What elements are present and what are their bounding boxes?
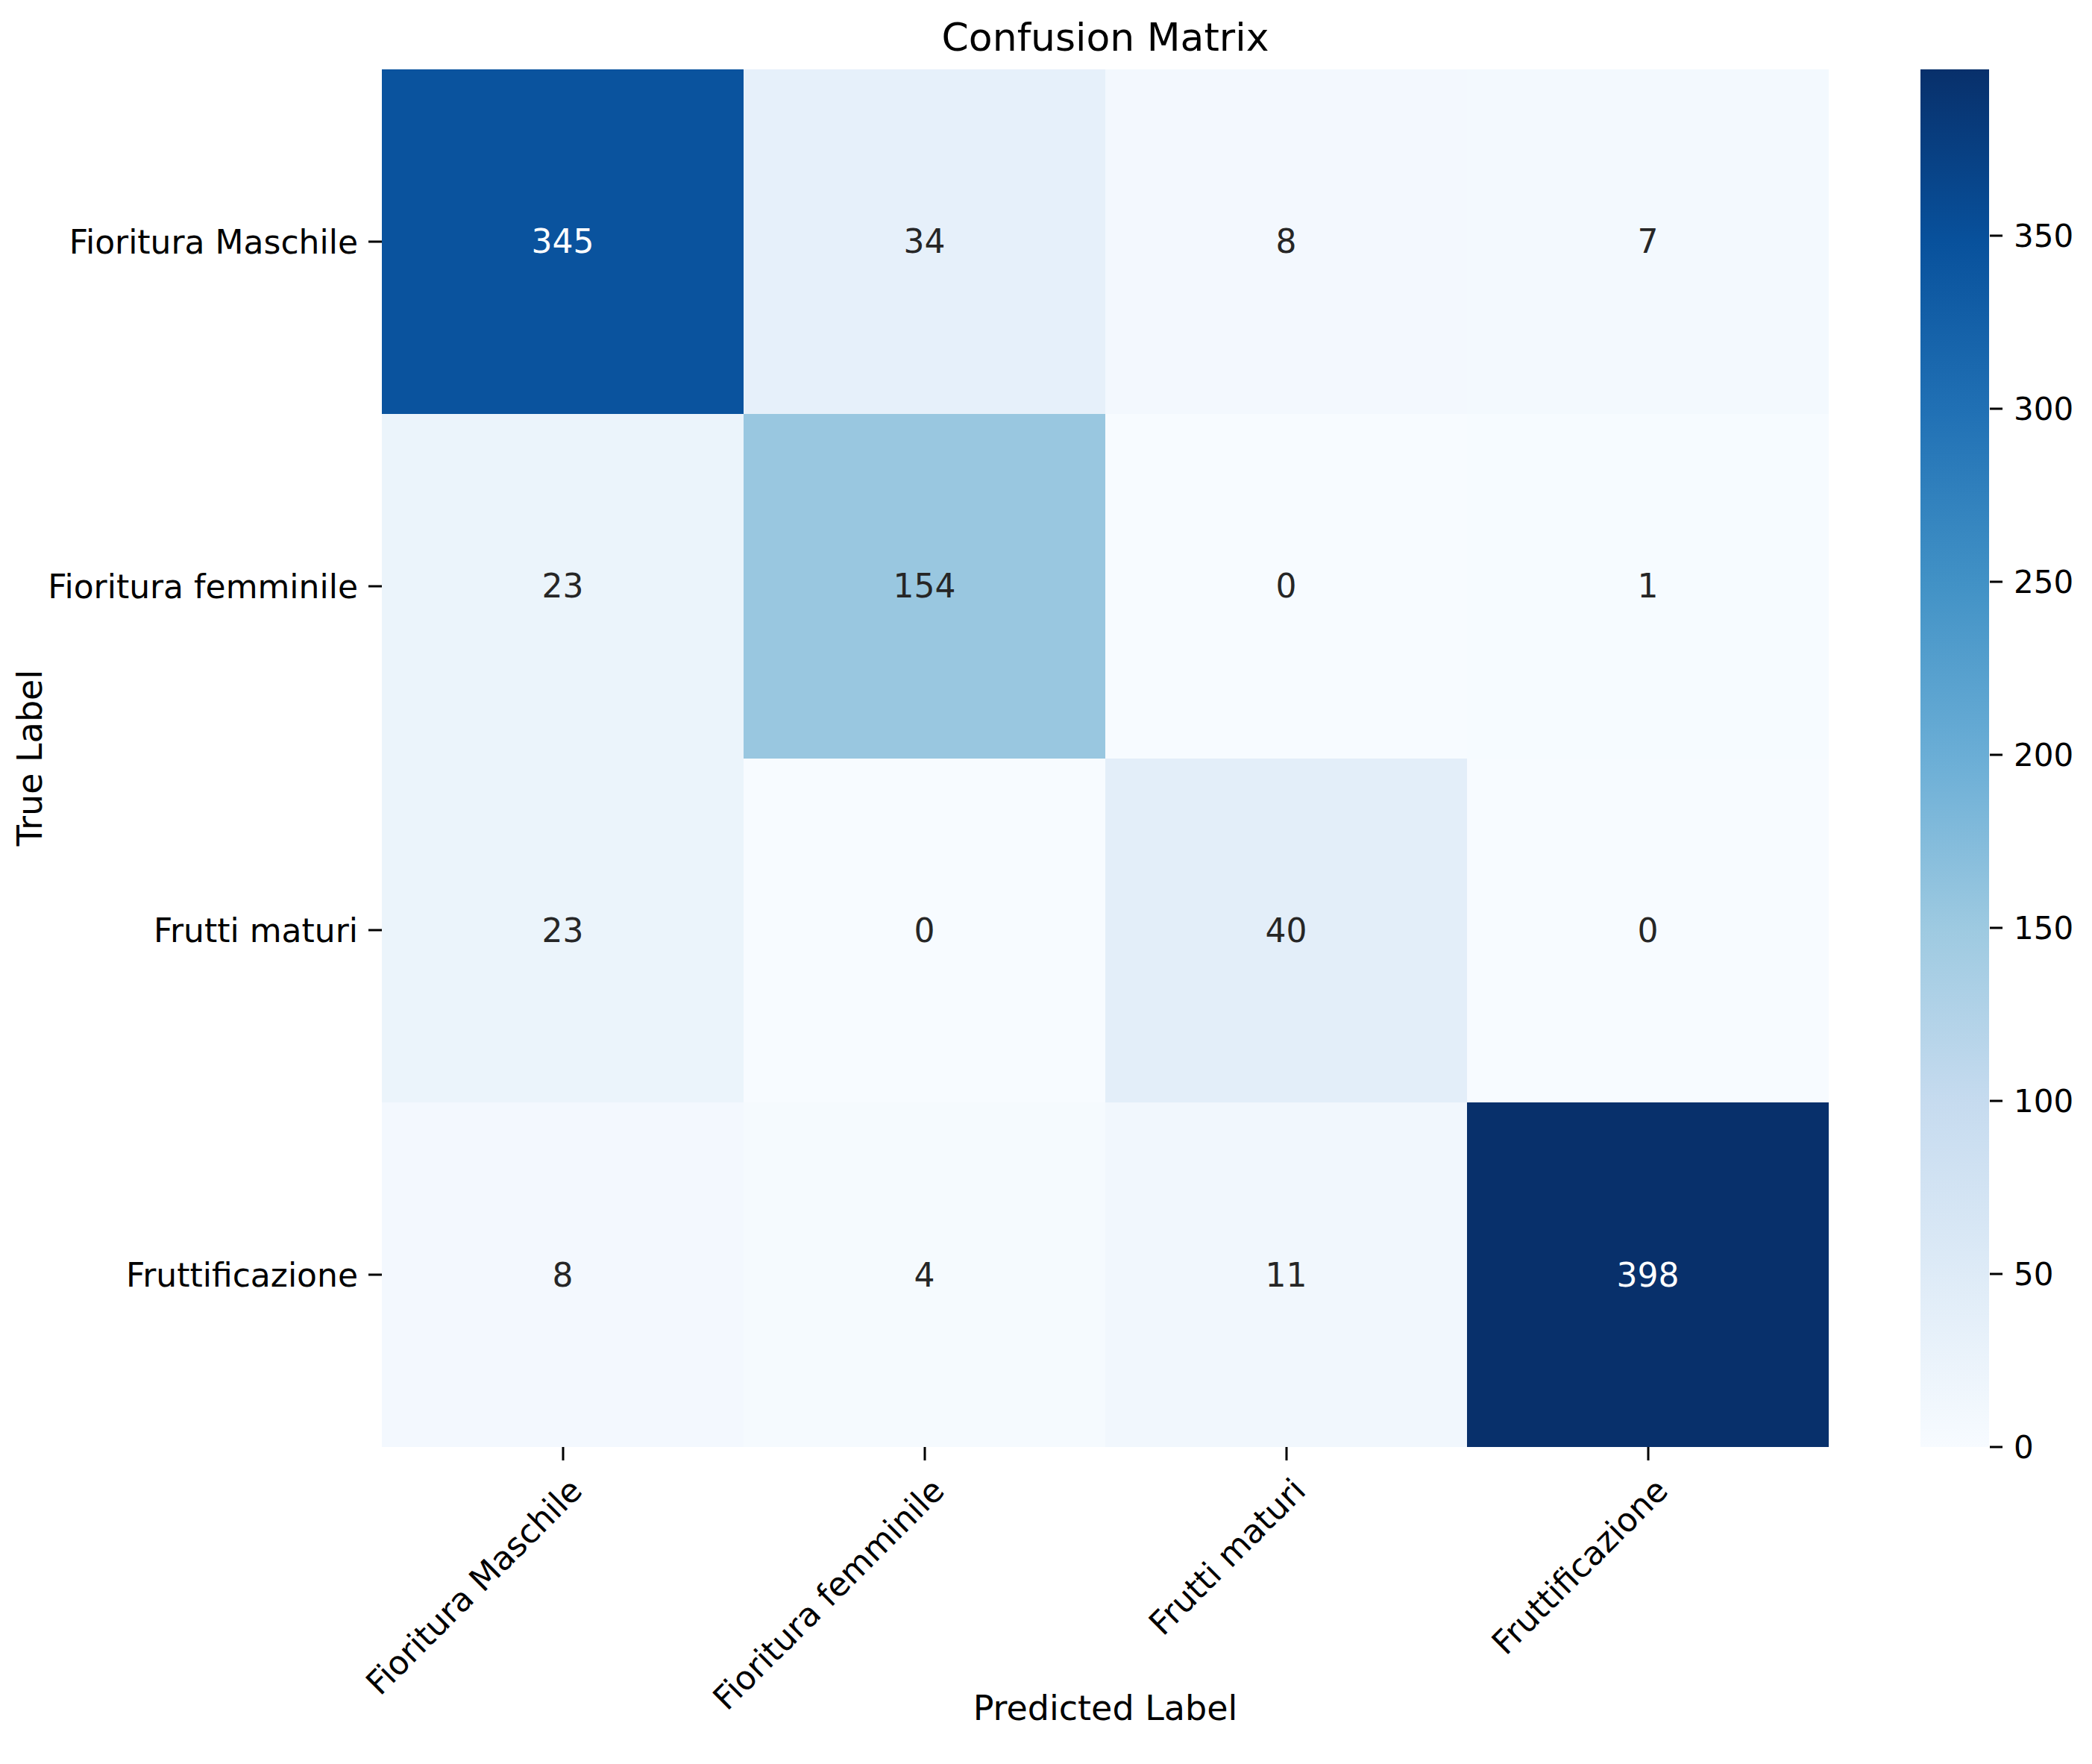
- colorbar-tick-label: 200: [2014, 736, 2073, 773]
- heatmap-cell: 1: [1467, 414, 1829, 759]
- colorbar-tick-mark: [1990, 1099, 2003, 1102]
- cell-value: 0: [914, 911, 935, 950]
- y-tick-mark: [368, 240, 382, 242]
- y-tick-mark: [368, 585, 382, 587]
- cell-value: 34: [904, 222, 946, 260]
- x-tick-mark: [1647, 1447, 1649, 1460]
- cell-value: 0: [1638, 911, 1659, 950]
- colorbar-tick-label: 50: [2014, 1255, 2053, 1292]
- x-tick-mark: [923, 1447, 926, 1460]
- x-tick-mark: [1285, 1447, 1287, 1460]
- cell-value: 23: [542, 567, 584, 605]
- heatmap-cell: 8: [382, 1102, 744, 1447]
- cell-value: 1: [1638, 567, 1659, 605]
- heatmap-cell: 398: [1467, 1102, 1829, 1447]
- heatmap-cell: 11: [1105, 1102, 1467, 1447]
- colorbar-tick-mark: [1990, 234, 2003, 236]
- heatmap-cell: 0: [1105, 414, 1467, 759]
- x-tick-label-text: Fruttificazione: [1484, 1471, 1675, 1662]
- colorbar-tick-label: 350: [2014, 217, 2073, 254]
- colorbar-gradient: [1920, 69, 1989, 1447]
- heatmap-cell: 7: [1467, 69, 1829, 414]
- colorbar-tick-label: 300: [2014, 390, 2073, 427]
- x-tick-mark: [562, 1447, 564, 1460]
- x-tick-label-text: Fioritura femminile: [706, 1471, 952, 1717]
- y-tick-label: Frutti maturi: [0, 911, 358, 950]
- colorbar-tick-label: 0: [2014, 1429, 2034, 1466]
- confusion-matrix-figure: Confusion Matrix 345 34 8 7 23 154 0 1 23 0 40 0 8 4 1…: [0, 0, 2092, 1764]
- y-tick-label: Fioritura femminile: [0, 567, 358, 605]
- colorbar-tick-mark: [1990, 926, 2003, 929]
- x-axis-label: Predicted Label: [973, 1688, 1238, 1728]
- heatmap-cell: 0: [1467, 759, 1829, 1103]
- heatmap-cell: 0: [744, 759, 1105, 1103]
- y-axis-label: True Label: [10, 670, 50, 846]
- x-tick-label-text: Fioritura Maschile: [359, 1471, 590, 1702]
- y-tick-label: Fioritura Maschile: [0, 222, 358, 260]
- colorbar-tick-label: 100: [2014, 1082, 2073, 1119]
- cell-value: 345: [532, 222, 594, 260]
- colorbar-tick-mark: [1990, 580, 2003, 583]
- heatmap-cell: 345: [382, 69, 744, 414]
- heatmap-cell: 23: [382, 414, 744, 759]
- cell-value: 398: [1617, 1256, 1680, 1294]
- cell-value: 40: [1266, 911, 1307, 950]
- cell-value: 154: [893, 567, 956, 605]
- heatmap-grid: 345 34 8 7 23 154 0 1 23 0 40 0 8 4 11 398: [382, 69, 1829, 1447]
- cell-value: 8: [553, 1256, 574, 1294]
- cell-value: 8: [1276, 222, 1297, 260]
- colorbar-tick-mark: [1990, 1272, 2003, 1275]
- y-tick-label: Fruttificazione: [0, 1256, 358, 1294]
- cell-value: 4: [914, 1256, 935, 1294]
- colorbar-tick-mark: [1990, 1446, 2003, 1448]
- heatmap-cell: 40: [1105, 759, 1467, 1103]
- colorbar-tick-label: 250: [2014, 563, 2073, 600]
- heatmap-cell: 154: [744, 414, 1105, 759]
- y-tick-mark: [368, 929, 382, 932]
- heatmap-cell: 23: [382, 759, 744, 1103]
- colorbar-tick-mark: [1990, 753, 2003, 756]
- y-tick-mark: [368, 1274, 382, 1276]
- x-tick-label-text: Frutti maturi: [1142, 1471, 1313, 1642]
- cell-value: 7: [1638, 222, 1659, 260]
- colorbar-tick-label: 150: [2014, 909, 2073, 946]
- cell-value: 23: [542, 911, 584, 950]
- heatmap-cell: 8: [1105, 69, 1467, 414]
- heatmap-cell: 34: [744, 69, 1105, 414]
- chart-title: Confusion Matrix: [942, 15, 1269, 60]
- heatmap-cell: 4: [744, 1102, 1105, 1447]
- cell-value: 0: [1276, 567, 1297, 605]
- cell-value: 11: [1266, 1256, 1307, 1294]
- colorbar-tick-mark: [1990, 407, 2003, 409]
